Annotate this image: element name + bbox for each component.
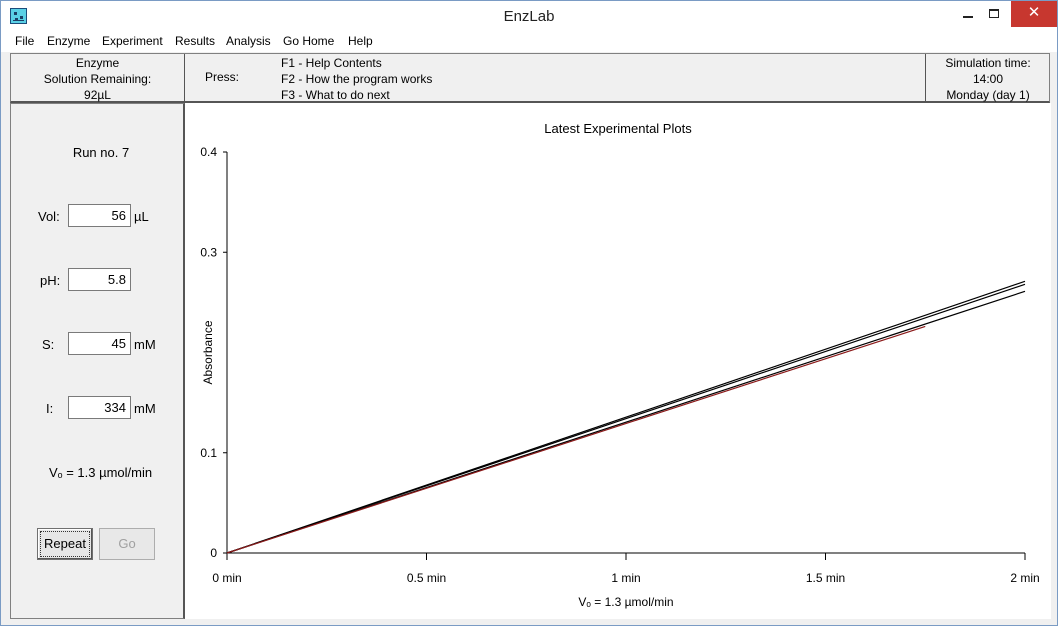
- maximize-button[interactable]: [982, 1, 1006, 27]
- x-tick-label: 2 min: [1010, 571, 1039, 585]
- inhibitor-label: I:: [46, 401, 54, 416]
- enzlab-app-icon[interactable]: [10, 8, 27, 24]
- substrate-input[interactable]: 45: [68, 332, 131, 355]
- repeat-button[interactable]: Repeat: [37, 528, 93, 560]
- y-tick-label: 0.1: [200, 446, 217, 460]
- menu-go-home[interactable]: Go Home: [283, 34, 335, 48]
- simulation-time: Simulation time: 14:00 Monday (day 1): [925, 54, 1050, 102]
- press-label: Press:: [205, 70, 240, 84]
- x-tick-label: 0.5 min: [407, 571, 446, 585]
- menu-results[interactable]: Results: [175, 34, 216, 48]
- info-strip: Enzyme Solution Remaining: 92µL Press: F…: [10, 53, 1050, 103]
- ph-input[interactable]: 5.8: [68, 268, 131, 291]
- initial-velocity: Vₒ = 1.3 µmol/min: [49, 465, 153, 480]
- close-icon: ✕: [1027, 4, 1041, 21]
- x-axis-label: Vₒ = 1.3 µmol/min: [578, 595, 673, 609]
- inhibitor-unit: mM: [134, 401, 156, 416]
- simulation-time-label: Simulation time:: [945, 56, 1031, 70]
- series-line-4: [226, 325, 926, 554]
- y-tick-label: 0: [210, 546, 217, 560]
- vol-input[interactable]: 56: [68, 204, 131, 227]
- y-tick-label: 0.3: [200, 245, 217, 259]
- substrate-label: S:: [42, 337, 55, 352]
- simulation-day: Monday (day 1): [946, 88, 1030, 102]
- x-tick-label: 1.5 min: [806, 571, 845, 585]
- menu-bar: File Enzyme Experiment Results Analysis …: [1, 32, 1057, 52]
- x-tick-label: 1 min: [611, 571, 640, 585]
- experiment-panel: Run no. 7 Vol: 56 µL pH: 5.8 S: 45 mM I:…: [10, 103, 185, 619]
- f1-hint: F1 - Help Contents: [281, 56, 382, 70]
- chart-title: Latest Experimental Plots: [544, 121, 692, 136]
- series-line-2: [226, 283, 1026, 554]
- menu-help[interactable]: Help: [348, 34, 373, 48]
- x-tick-label: 0 min: [212, 571, 241, 585]
- enzyme-amount: 92µL: [84, 88, 111, 102]
- f2-hint: F2 - How the program works: [281, 72, 433, 86]
- maximize-icon: [989, 9, 999, 18]
- run-number: Run no. 7: [72, 145, 130, 160]
- vol-unit: µL: [134, 209, 149, 224]
- minimize-button[interactable]: [956, 1, 980, 27]
- y-axis-label: Absorbance: [201, 320, 215, 384]
- enzyme-heading: Enzyme: [75, 56, 120, 70]
- function-key-help: F1 - Help Contents F2 - How the program …: [281, 55, 432, 103]
- ph-label: pH:: [40, 273, 61, 288]
- simulation-clock: 14:00: [972, 72, 1004, 86]
- menu-enzyme[interactable]: Enzyme: [47, 34, 91, 48]
- close-button[interactable]: ✕: [1011, 1, 1057, 27]
- menu-analysis[interactable]: Analysis: [226, 34, 271, 48]
- window-title: EnzLab: [503, 8, 555, 25]
- absorbance-chart: 0 0.1 0.3 0.4 0 min 0.5 min 1 min 1.5 min 2 min A…: [200, 145, 1039, 609]
- vol-label: Vol:: [38, 209, 60, 224]
- go-button[interactable]: Go: [99, 528, 155, 560]
- y-tick-label: 0.4: [200, 145, 217, 159]
- substrate-unit: mM: [134, 337, 156, 352]
- solution-remaining-label: Solution Remaining:: [43, 72, 152, 86]
- enzyme-remaining: Enzyme Solution Remaining: 92µL: [11, 54, 185, 102]
- minimize-icon: [963, 16, 973, 18]
- menu-experiment[interactable]: Experiment: [102, 34, 163, 48]
- menu-file[interactable]: File: [15, 34, 35, 48]
- inhibitor-input[interactable]: 334: [68, 396, 131, 419]
- f3-hint: F3 - What to do next: [281, 88, 390, 102]
- title-bar[interactable]: EnzLab ✕: [1, 1, 1057, 32]
- plot-area: Latest Experimental Plots 0 0.1 0.3 0.4 0 mi…: [185, 103, 1051, 619]
